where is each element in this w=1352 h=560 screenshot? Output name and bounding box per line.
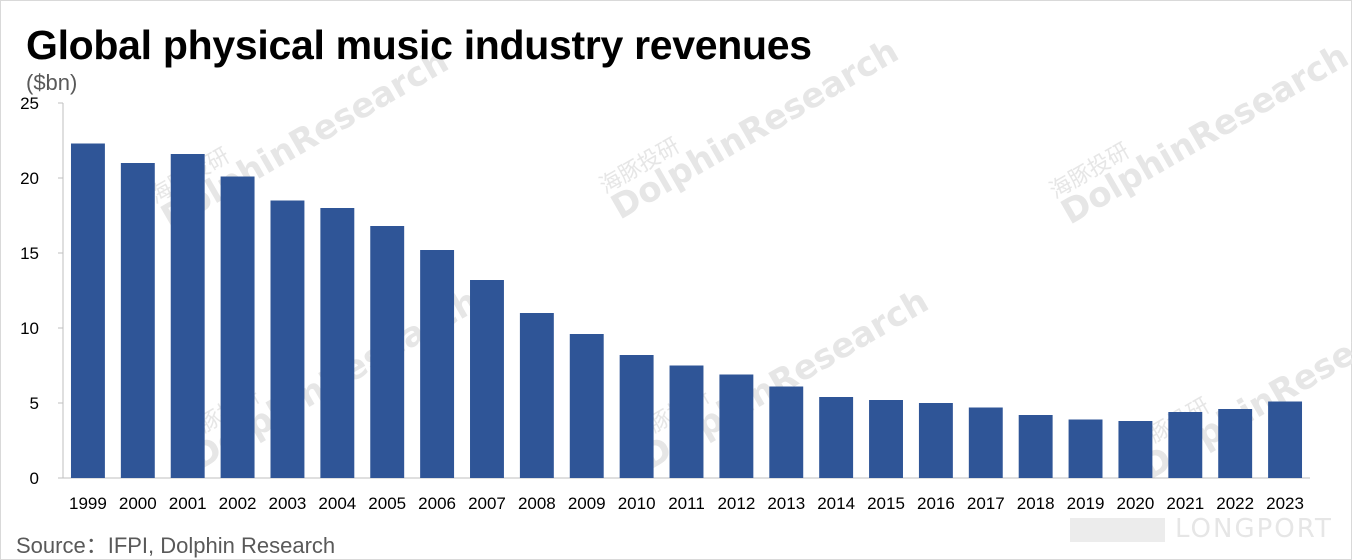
- bar-2019: [1068, 419, 1103, 478]
- bar-2001: [170, 154, 205, 478]
- bar-2005: [370, 226, 405, 478]
- bar-2016: [918, 403, 953, 478]
- x-tick-label: 2007: [468, 494, 506, 513]
- bar-2006: [420, 250, 455, 478]
- x-tick-label: 2010: [618, 494, 656, 513]
- x-tick-label: 2009: [568, 494, 606, 513]
- y-tick-label: 25: [20, 94, 39, 113]
- corner-logo-mark: [1070, 518, 1165, 542]
- bar-2023: [1268, 401, 1303, 478]
- bar-2007: [470, 280, 504, 478]
- y-axis-unit-label: ($bn): [26, 70, 78, 95]
- x-tick-label: 2022: [1216, 494, 1254, 513]
- x-tick-label: 2013: [767, 494, 805, 513]
- bar-2008: [519, 313, 554, 478]
- source-note: Source：IFPI, Dolphin Research: [16, 533, 336, 558]
- x-tick-label: 2017: [967, 494, 1005, 513]
- chart-title: Global physical music industry revenues: [26, 22, 812, 68]
- x-tick-label: 2014: [817, 494, 855, 513]
- x-tick-label: 2012: [717, 494, 755, 513]
- x-tick-label: 2015: [867, 494, 905, 513]
- bar-2003: [270, 200, 305, 478]
- bar-2022: [1218, 409, 1253, 478]
- x-tick-label: 2011: [668, 494, 705, 513]
- y-tick-label: 15: [20, 244, 39, 263]
- x-tick-label: 2005: [368, 494, 406, 513]
- x-tick-label: 2016: [917, 494, 955, 513]
- y-tick-label: 20: [20, 169, 39, 188]
- x-tick-label: 2000: [119, 494, 157, 513]
- bar-2009: [569, 334, 604, 478]
- x-tick-label: 1999: [69, 494, 107, 513]
- x-tick-label: 2002: [219, 494, 257, 513]
- x-tick-label: 2019: [1067, 494, 1105, 513]
- x-tick-label: 2008: [518, 494, 556, 513]
- bar-2020: [1118, 421, 1153, 478]
- y-tick-label: 10: [20, 319, 39, 338]
- x-tick-label: 2006: [418, 494, 456, 513]
- bar-2014: [819, 397, 854, 478]
- bar-2017: [968, 407, 1003, 478]
- bar-2002: [220, 176, 255, 478]
- label-layer: 0 5 10 15 20 25 1999 2000 2001 2002 2003 2004 2005 20…: [20, 94, 1304, 513]
- x-tick-label: 2018: [1017, 494, 1055, 513]
- bar-2013: [769, 386, 804, 478]
- bar-2011: [669, 365, 704, 478]
- x-tick-label: 2020: [1117, 494, 1155, 513]
- x-tick-label: 2004: [318, 494, 356, 513]
- corner-logo-watermark: LONGPORT: [1175, 514, 1333, 544]
- y-tick-label: 5: [30, 394, 39, 413]
- bar-2000: [120, 163, 155, 478]
- bar-layer: [70, 143, 1303, 478]
- x-tick-label: 2001: [169, 494, 207, 513]
- bar-1999: [70, 143, 105, 478]
- bar-2010: [619, 355, 654, 478]
- bar-2018: [1018, 415, 1053, 478]
- x-tick-label: 2021: [1166, 494, 1204, 513]
- bar-2004: [320, 208, 355, 478]
- bar-2015: [869, 400, 903, 478]
- bar-2021: [1168, 412, 1203, 478]
- y-tick-label: 0: [30, 469, 39, 488]
- bar-2012: [719, 374, 754, 478]
- x-tick-label: 2023: [1266, 494, 1304, 513]
- x-tick-label: 2003: [269, 494, 307, 513]
- watermark-brand-text: DolphinResearch: [1055, 36, 1352, 233]
